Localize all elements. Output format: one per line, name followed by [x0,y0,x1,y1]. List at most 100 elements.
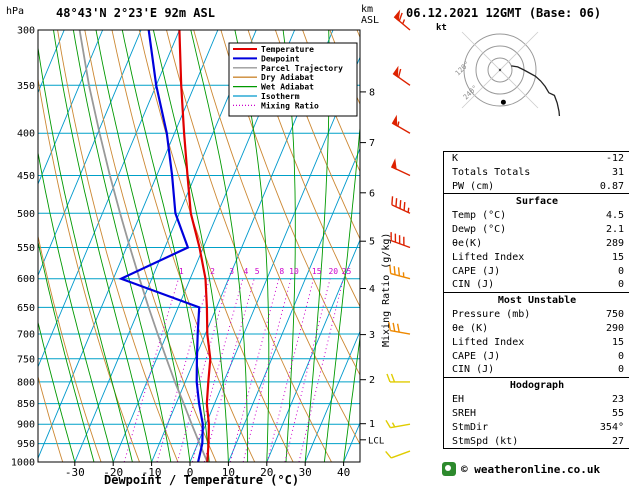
stat-value: 289 [605,237,624,249]
stat-row: Lifted Index 15 [444,251,629,265]
skewt-background [38,30,360,462]
stat-value: 0 [617,350,624,362]
hodograph-ring [463,33,537,107]
svg-text:-10: -10 [142,466,162,479]
svg-text:25: 25 [342,267,352,276]
stat-value: 27 [611,435,624,447]
svg-text:30: 30 [299,466,312,479]
legend-label: Temperature [261,45,314,54]
svg-text:300: 300 [17,26,35,37]
footer: © weatheronline.co.uk [442,462,600,476]
svg-text:10: 10 [222,466,235,479]
stat-label: PW (cm) [452,180,495,192]
stat-label: Temp (°C) [452,210,507,222]
wind-barb [391,114,411,134]
storm-motion-dot [500,99,506,105]
km-tick-label: 3 [369,330,375,341]
lcl-label: LCL [368,436,384,446]
stat-label: Dewp (°C) [452,224,507,236]
stat-value: 0.87 [599,180,624,192]
legend-label: Parcel Trajectory [261,63,343,73]
wind-barb [392,65,411,86]
km-tick-label: 2 [369,375,375,386]
hodograph-center-mark [498,68,502,72]
wind-barb [389,264,411,280]
svg-text:900: 900 [17,420,35,431]
legend-label: Isotherm [261,92,300,101]
svg-text:550: 550 [17,243,35,254]
km-axis-unit-line1: km [361,4,374,15]
pressure-axis-unit: hPa [6,6,25,17]
legend-label: Dry Adiabat [261,72,314,82]
wind-barb [390,232,411,249]
stat-row: CIN (J) 0 [444,278,629,292]
svg-text:3: 3 [229,267,234,276]
stat-label: CAPE (J) [452,265,501,277]
stat-row: PW (cm) 0.87 [444,180,629,194]
stat-row: θe (K) 290 [444,322,629,336]
svg-text:15: 15 [312,267,322,276]
km-axis-unit-line2: ASL [361,15,380,26]
km-tick-label: 4 [369,284,375,295]
stat-section-header: Hodograph [444,377,629,393]
stat-label: Lifted Index [452,336,525,348]
svg-text:400: 400 [17,129,35,140]
stat-row: Totals Totals 31 [444,166,629,180]
stat-value: 55 [611,407,624,419]
legend-label: Dewpoint [261,53,300,63]
station-title: 48°43'N 2°23'E 92m ASL [56,6,215,20]
km-tick-label: 5 [369,237,375,248]
pressure-tick-labels: 300 350 400 450 500 550 600 650 700 750 800 850 900 9… [11,26,35,469]
stat-value: 31 [611,166,624,178]
km-tick-label: 7 [369,138,375,149]
stat-row: Lifted Index 15 [444,336,629,350]
svg-text:10: 10 [289,267,299,276]
weatheronline-logo [442,462,456,476]
x-tick-marks [74,462,345,466]
mixing-ratio-axis-label: Mixing Ratio (g/kg) [381,232,392,347]
svg-text:1000: 1000 [11,458,35,469]
hodograph-unit-label: kt [436,23,447,33]
svg-text:0: 0 [187,466,194,479]
stat-section-header: Most Unstable [444,292,629,308]
stat-value: 354° [599,421,624,433]
legend-item: Dry Adiabat [233,72,314,82]
stat-row: EH 23 [444,393,629,407]
svg-text:8: 8 [279,267,284,276]
wind-barb [385,419,411,429]
run-datetime: 06.12.2021 12GMT (Base: 06) [406,6,602,20]
hodograph: 120° 240° [454,31,561,116]
svg-text:5: 5 [255,267,260,276]
copyright-text: © weatheronline.co.uk [461,462,601,476]
hodograph-trace [511,65,561,116]
stat-row: Temp (°C) 4.5 [444,209,629,223]
svg-text:-30: -30 [65,466,85,479]
dry-adiabats [38,30,360,462]
legend-item: Wet Adiabat [233,82,314,92]
stat-label: CAPE (J) [452,350,501,362]
stat-row: SREH 55 [444,407,629,421]
mixing-ratio-labels: 1 2 3 4 5 8 10 15 20 25 [179,267,352,276]
wet-adiabats [38,30,360,462]
stat-row: CAPE (J) 0 [444,265,629,279]
svg-text:500: 500 [17,209,35,220]
hodograph-ring [487,57,513,83]
stat-label: StmDir [452,421,489,433]
km-ticks: 8 7 6 5 4 3 2 1 [360,87,375,430]
legend-box [228,42,358,117]
km-tick-label: 6 [369,188,375,199]
stat-row: CIN (J) 0 [444,363,629,377]
stat-row: StmSpd (kt) 27 [444,435,629,449]
stat-label: θe (K) [452,322,489,334]
svg-text:850: 850 [17,399,35,410]
km-tick-label: 1 [369,419,375,430]
stat-row: θe(K) 289 [444,237,629,251]
stat-label: K [452,153,459,164]
dewpoint-line [118,30,204,462]
stat-row: K -12 [444,152,629,166]
svg-text:450: 450 [17,171,35,182]
indices-panel: K -12 Totals Totals 31 PW (cm) 0.87 Surface Tem… [443,151,629,450]
stat-label: θe(K) [452,237,483,249]
stat-row: StmDir 354° [444,421,629,435]
